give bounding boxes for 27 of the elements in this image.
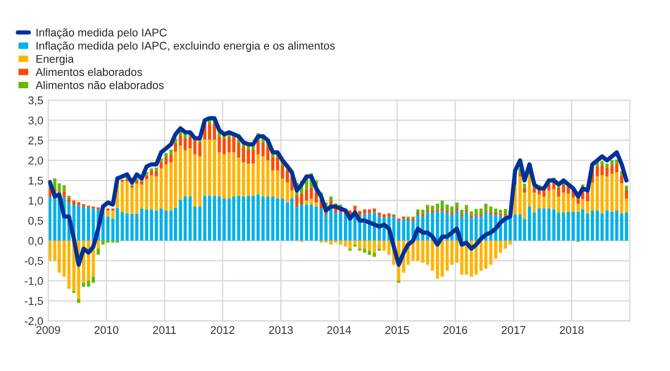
y-tick-label: 3,0 — [28, 116, 43, 126]
legend-label: Energia — [36, 54, 74, 66]
y-tick-label: -2,0 — [24, 317, 43, 326]
x-tick-label: 2016 — [443, 326, 468, 334]
legend-label: Alimentos não elaborados — [36, 80, 164, 90]
y-tick-label: 1,5 — [28, 176, 43, 186]
y-tick-label: -1,5 — [24, 297, 43, 306]
y-tick-label: 0,0 — [28, 236, 43, 246]
x-tick-label: 2018 — [560, 326, 584, 334]
x-tick-label: 2009 — [36, 326, 60, 334]
x-tick-label: 2013 — [269, 326, 293, 334]
x-tick-label: 2011 — [153, 326, 176, 334]
x-tick-label: 2015 — [385, 326, 410, 334]
y-tick-label: -1,0 — [24, 277, 43, 286]
x-tick-label: 2010 — [94, 326, 118, 334]
y-tick-label: 2,5 — [28, 136, 43, 146]
x-tick-label: 2014 — [327, 326, 352, 334]
y-tick-label: -0,5 — [24, 256, 43, 266]
legend-label: Alimentos elaborados — [36, 68, 142, 76]
x-tick-label: 2012 — [210, 326, 234, 334]
y-tick-label: 3,5 — [28, 96, 43, 106]
legend-label: Inflação medida pelo IAPC — [36, 28, 167, 39]
y-tick-label: 0,5 — [28, 216, 43, 226]
y-tick-label: 2,0 — [28, 156, 43, 166]
legend-label: Inflação medida pelo IAPC, excluindo energia e os alimentos — [36, 42, 335, 52]
y-tick-label: 1,0 — [28, 196, 43, 206]
x-tick-label: 2017 — [502, 326, 526, 334]
